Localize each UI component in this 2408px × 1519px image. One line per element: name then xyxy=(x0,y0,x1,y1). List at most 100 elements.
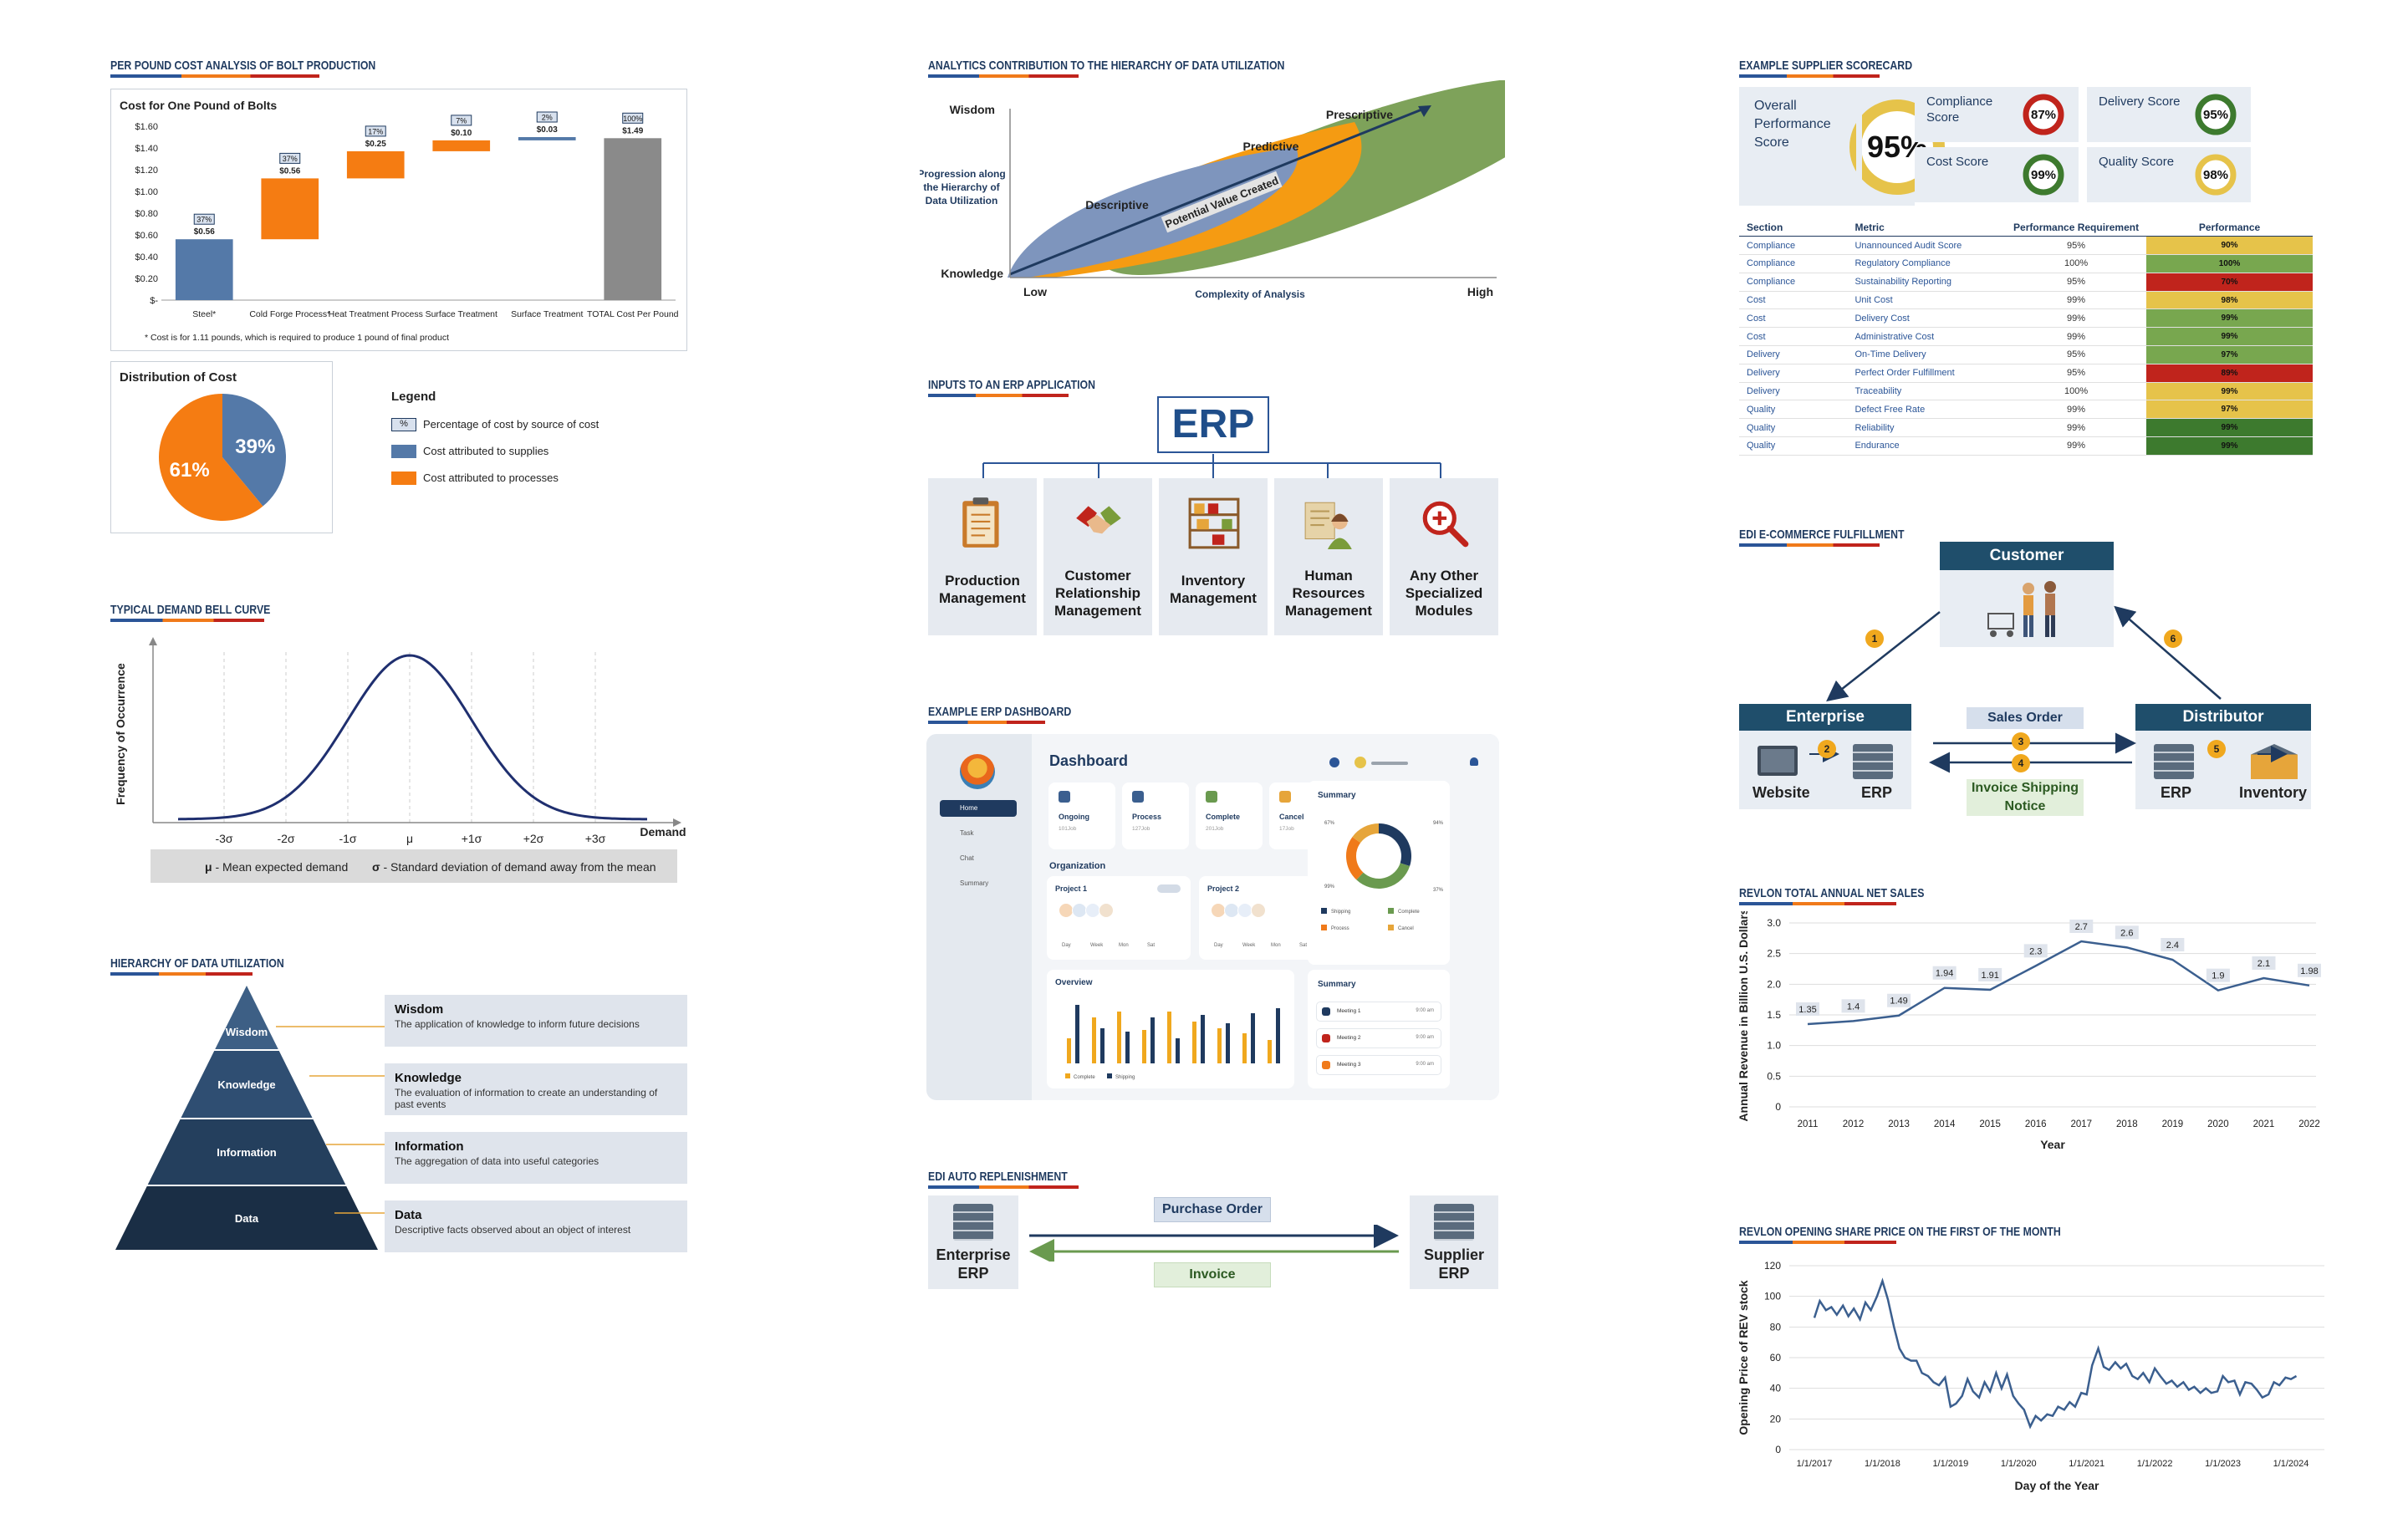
y-tick-label: $1.40 xyxy=(135,144,158,154)
score-card-label: Quality Score xyxy=(2099,155,2175,169)
weekday-label: Day xyxy=(1214,943,1223,948)
row-requirement: 95% xyxy=(2006,273,2147,292)
meeting-time: 9:00 am xyxy=(1416,1035,1434,1040)
sales-order-label: Sales Order xyxy=(1967,707,2084,729)
data-label-box xyxy=(2023,944,2048,958)
row-section: Delivery xyxy=(1739,345,1848,364)
data-label: 2.7 xyxy=(2075,922,2088,932)
step-badge-1: 1 xyxy=(1865,630,1884,648)
revlon-sales-chart: 0 0.5 1.0 1.5 2.0 2.5 3.0 1.35 2011 1.4 2012 1.49 20… xyxy=(1737,911,2321,1151)
erp-module-label-line: Management xyxy=(939,590,1026,606)
stat-card-label: Ongoing xyxy=(1059,813,1089,821)
meeting-item[interactable]: Meeting 2 9:00 am xyxy=(1316,1028,1441,1048)
stat-card-process[interactable]: Process 127Job xyxy=(1122,782,1189,849)
legend-pct-marker: % xyxy=(391,418,416,431)
data-label: 2.3 xyxy=(2029,946,2042,956)
scorecard-row: Quality Endurance 99% 99% xyxy=(1739,436,2313,456)
overview-bar-complete xyxy=(1142,1030,1146,1063)
erp-module-label-line: Management xyxy=(1285,603,1372,619)
weekday-label: Sat xyxy=(1147,943,1156,948)
section-title-scorecard: EXAMPLE SUPPLIER SCORECARD xyxy=(1739,59,1913,73)
donut-label: 94% xyxy=(1433,821,1444,826)
donut-segment xyxy=(1352,823,1380,844)
overall-score-card-ext xyxy=(1856,87,1862,206)
row-performance: 97% xyxy=(2146,400,2313,420)
row-section: Quality xyxy=(1739,436,1848,456)
bell-icon[interactable] xyxy=(1470,757,1478,766)
erp-title: ERP xyxy=(1157,396,1269,453)
sigma-stat: σ - Standard deviation of demand away fr… xyxy=(372,860,656,874)
bar-percent-box xyxy=(451,115,472,126)
project-card[interactable]: Project 1 Day Week Mon Sat xyxy=(1047,876,1191,960)
stat-card-ongoing[interactable]: Ongoing 101Job xyxy=(1048,782,1115,849)
y-bottom-label: Knowledge xyxy=(941,267,1003,280)
bar-value-label: $0.56 xyxy=(194,227,215,237)
server-icon xyxy=(1434,1204,1474,1241)
y-tick-label: 80 xyxy=(1770,1321,1782,1333)
y-tick-label: 60 xyxy=(1770,1352,1782,1364)
erp-label-1: ERP xyxy=(1861,784,1893,801)
data-label-box xyxy=(1841,999,1865,1013)
hierarchy-desc-text: The aggregation of data into useful cate… xyxy=(395,1155,599,1167)
row-metric: Endurance xyxy=(1847,436,2007,456)
data-label: 1.49 xyxy=(1890,997,1907,1007)
pyramid-level xyxy=(147,1119,346,1185)
data-label-box xyxy=(2161,938,2185,951)
nav-item-summary[interactable]: Summary xyxy=(960,879,989,887)
section-title-hier: HIERARCHY OF DATA UTILIZATION xyxy=(110,956,284,971)
donut-label: 99% xyxy=(1324,884,1335,889)
dashboard-settings-icon[interactable] xyxy=(1329,757,1339,767)
waterfall-bar xyxy=(604,138,662,300)
legend-title: Legend xyxy=(391,390,436,404)
nav-item-home[interactable]: Home xyxy=(940,800,1017,817)
erp-module-label-line: Modules xyxy=(1415,603,1473,619)
data-label-box xyxy=(1796,1002,1819,1016)
x-tick-label: 2012 xyxy=(1843,1119,1865,1129)
x-tick-label: μ xyxy=(406,832,413,845)
overview-legend-swatch xyxy=(1065,1073,1070,1078)
score-ring: 98% xyxy=(2195,154,2237,196)
scorecard-column-header: Metric xyxy=(1847,218,2007,237)
score-ring: 95% xyxy=(2195,94,2237,135)
scorecard-row: Compliance Sustainability Reporting 95% 70% xyxy=(1739,273,2313,292)
bell-stats-band xyxy=(150,849,677,883)
x-left-label: Low xyxy=(1023,285,1047,298)
erp-module-label: Any Other Specialized Modules xyxy=(1390,567,1498,619)
region-label-descriptive: Descriptive xyxy=(1085,198,1149,212)
bar-percent-label: 2% xyxy=(542,114,553,122)
donut-legend-label: Process xyxy=(1331,926,1349,931)
meeting-icon xyxy=(1322,1034,1330,1042)
x-tick-label: 2018 xyxy=(2116,1119,2138,1129)
x-tick-label: +1σ xyxy=(462,832,482,845)
overview-legend-label: Complete xyxy=(1074,1075,1095,1080)
scorecard-row: Delivery On-Time Delivery 95% 97% xyxy=(1739,345,2313,364)
row-performance: 97% xyxy=(2146,345,2313,364)
pie-chart: 39% 61% xyxy=(159,394,286,521)
bar-percent-label: 37% xyxy=(196,216,212,224)
dashboard-logo xyxy=(960,754,995,789)
section-rule xyxy=(1739,74,1880,78)
weekday-label: Mon xyxy=(1119,943,1129,948)
meeting-item[interactable]: Meeting 1 9:00 am xyxy=(1316,1002,1441,1022)
overview-bar-shipping xyxy=(1176,1038,1180,1063)
waterfall-bar xyxy=(432,140,491,151)
row-performance: 89% xyxy=(2146,364,2313,383)
enterprise-erp-node: Enterprise ERP xyxy=(928,1195,1018,1289)
dashboard-avatar[interactable] xyxy=(1354,757,1366,768)
row-section: Quality xyxy=(1739,400,1848,420)
x-axis-title: Complexity of Analysis xyxy=(1195,288,1305,300)
stat-card-complete[interactable]: Complete 201Job xyxy=(1196,782,1263,849)
erp-module-label-line: Management xyxy=(1054,603,1141,619)
step-badge-3: 3 xyxy=(2012,732,2030,751)
supplier-erp-line1: Supplier xyxy=(1423,1246,1484,1263)
y-tick-label: 100 xyxy=(1764,1291,1781,1302)
erp-module-tile: Customer Relationship Management xyxy=(1043,478,1152,635)
hierarchy-desc-title: Wisdom xyxy=(395,1002,444,1017)
meeting-item[interactable]: Meeting 3 9:00 am xyxy=(1316,1055,1441,1075)
nav-item-chat[interactable]: Chat xyxy=(960,854,974,862)
step-badge-5: 5 xyxy=(2207,740,2226,758)
bar-percent-box xyxy=(279,152,301,164)
x-tick-label: 2021 xyxy=(2253,1119,2275,1129)
x-tick-label: 2019 xyxy=(2162,1119,2184,1129)
nav-item-task[interactable]: Task xyxy=(960,829,974,837)
